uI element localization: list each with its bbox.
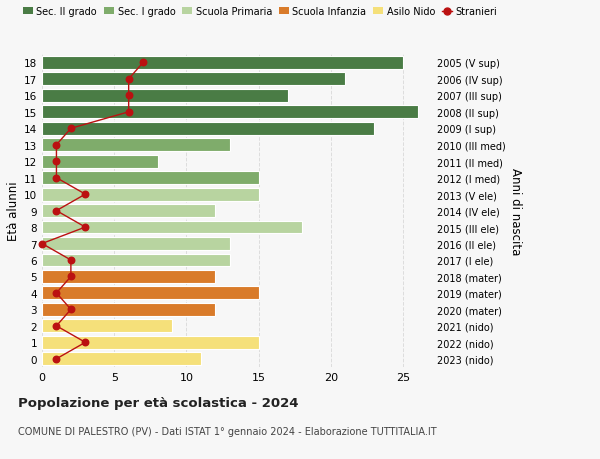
Point (66, 273, 76, 280)
Bar (42, 106, 418, 119)
Point (66, 125, 76, 133)
Point (66, 257, 76, 264)
Point (52, 158, 61, 166)
Bar (42, 303, 215, 316)
Point (124, 109, 133, 116)
Bar (42, 139, 230, 152)
Point (37, 241, 47, 248)
Bar (42, 73, 346, 86)
Point (52, 207, 61, 215)
Point (52, 290, 61, 297)
Bar (42, 287, 259, 300)
Bar (42, 57, 403, 70)
Point (80, 224, 90, 231)
Point (139, 60, 148, 67)
Point (124, 92, 133, 100)
Bar (42, 221, 302, 234)
Point (66, 306, 76, 313)
Point (80, 191, 90, 198)
Y-axis label: Anni di nascita: Anni di nascita (509, 168, 522, 255)
Point (52, 142, 61, 149)
Bar (42, 320, 172, 332)
Text: Popolazione per età scolastica - 2024: Popolazione per età scolastica - 2024 (18, 396, 299, 409)
Bar (42, 90, 287, 102)
Bar (42, 254, 230, 267)
Bar (42, 156, 158, 168)
Bar (42, 205, 215, 218)
Bar (42, 172, 259, 185)
Text: COMUNE DI PALESTRO (PV) - Dati ISTAT 1° gennaio 2024 - Elaborazione TUTTITALIA.I: COMUNE DI PALESTRO (PV) - Dati ISTAT 1° … (18, 426, 437, 436)
Y-axis label: Età alunni: Età alunni (7, 181, 20, 241)
Point (52, 174, 61, 182)
Point (80, 339, 90, 346)
Bar (42, 270, 215, 283)
Bar (42, 123, 374, 135)
Bar (42, 336, 259, 349)
Bar (42, 238, 230, 251)
Point (124, 76, 133, 84)
Point (52, 323, 61, 330)
Bar (42, 188, 259, 201)
Legend: Sec. II grado, Sec. I grado, Scuola Primaria, Scuola Infanzia, Asilo Nido, Stran: Sec. II grado, Sec. I grado, Scuola Prim… (23, 7, 497, 17)
Bar (42, 353, 201, 365)
Point (52, 355, 61, 363)
